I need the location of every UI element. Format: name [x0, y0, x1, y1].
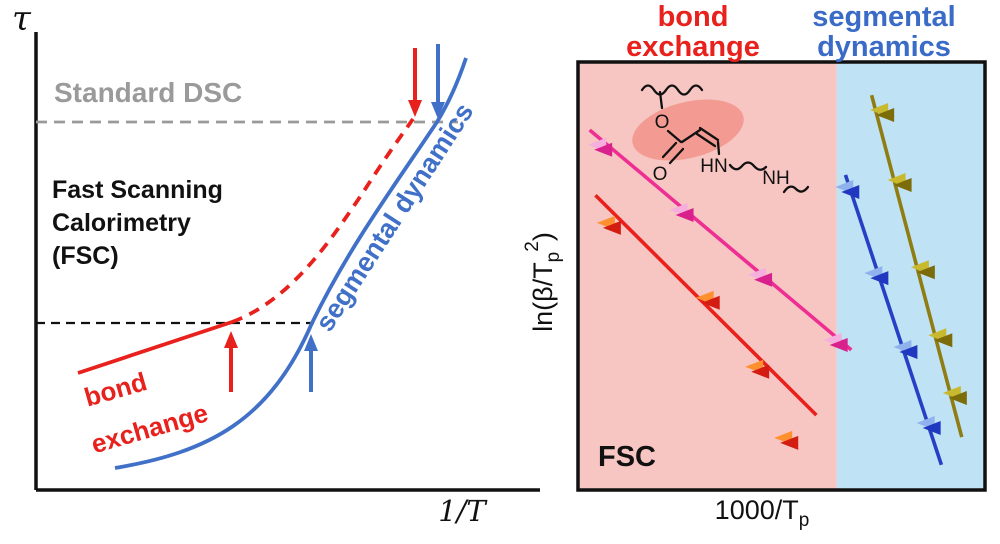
marker-3-0: [876, 107, 895, 122]
right-panel: O O HN NH FSC bond exchange segmental dy…: [522, 1, 987, 531]
chart-series: [588, 94, 967, 466]
marker-2-0: [841, 185, 860, 200]
hn-label: HN: [700, 156, 727, 177]
x-axis-label-pre: 1000/T: [715, 495, 799, 525]
tau-axis-label: τ: [12, 0, 32, 39]
vinyl-double-bond-1: [698, 126, 720, 142]
segmental-dynamics-curve: [114, 57, 468, 470]
bond-exchange-title-line2: exchange: [626, 31, 760, 63]
y-axis-label-sub: p: [543, 252, 564, 263]
marker-0-0: [594, 142, 613, 157]
red-down-arrow: [408, 48, 422, 117]
marker-2-2: [899, 344, 918, 359]
plot-border: [576, 60, 987, 492]
bond-exchange-solid-line: [77, 320, 233, 375]
fsc-label-line2: Calorimetry: [52, 209, 191, 237]
marker-1-3: [780, 435, 799, 450]
bond-backbone-to-o: [658, 90, 664, 110]
marker-2-1: [870, 271, 889, 286]
marker-3-1: [893, 178, 912, 193]
marker-1-2: [751, 364, 770, 379]
standard-dsc-label: Standard DSC: [54, 77, 242, 108]
x-axis-label: 1000/Tp: [715, 495, 810, 531]
carbonyl-double-bond-1: [661, 141, 678, 159]
fit-line-1: [594, 193, 818, 417]
marker-2-3: [922, 420, 941, 435]
bond-vinyl-to-hn: [716, 140, 721, 156]
blue-up-arrow: [304, 334, 318, 392]
marker-0-3: [829, 338, 848, 353]
blue-down-arrow: [431, 44, 445, 119]
marker-1-0: [602, 220, 621, 235]
bond-carbonyl-to-vinyl: [680, 128, 702, 144]
tail-squiggle: [782, 185, 810, 194]
carbonyl-double-bond-2: [668, 147, 685, 165]
marker-0-2: [754, 272, 773, 287]
y-axis-label-sup: 2: [522, 241, 543, 252]
ester-oxygen-label: O: [655, 112, 670, 133]
nh-label: NH: [762, 168, 789, 189]
y-axis-label: ln(β/Tp2): [522, 232, 564, 332]
vinyl-double-bond-2: [695, 132, 717, 148]
marker-3-2: [916, 265, 935, 280]
region-1: [836, 62, 985, 490]
fit-line-2: [843, 174, 944, 466]
fit-line-0: [588, 128, 853, 352]
segmental-dynamics-title-line1: segmental: [812, 1, 955, 33]
carbonyl-oxygen-label: O: [653, 164, 668, 185]
marker-0-1: [675, 208, 694, 223]
left-panel: τ 1/T Standard DSC Fast Scanning Calorim…: [12, 0, 540, 528]
molecular-structure: O O HN NH: [632, 84, 810, 194]
segmental-dynamics-title-line2: dynamics: [817, 31, 951, 63]
fsc-label-line1: Fast Scanning: [52, 176, 223, 204]
linker-squiggle: [728, 161, 768, 171]
y-axis-label-post: ): [528, 232, 558, 241]
marker-3-4: [948, 390, 967, 405]
marker-3-3: [934, 333, 953, 348]
bond-exchange-title-line1: bond: [658, 1, 729, 33]
fsc-annotation: FSC: [598, 441, 656, 473]
red-up-arrow: [224, 331, 238, 392]
bond-exchange-label-line1: bond: [81, 366, 150, 412]
y-axis-label-pre: ln(β/T: [528, 262, 558, 332]
bond-o-to-carbonyl: [666, 129, 683, 144]
segmental-dynamics-curve-label: segmental dynamics: [310, 98, 480, 337]
bond-exchange-dashed-curve: [231, 117, 415, 324]
chart-regions: [578, 62, 985, 490]
x-axis-label-sub: p: [799, 510, 810, 531]
polymer-backbone-squiggle: [640, 84, 704, 96]
inverse-temperature-axis-label: 1/T: [438, 494, 488, 528]
structure-highlight-blob: [632, 99, 744, 161]
marker-1-1: [701, 295, 720, 310]
fsc-label-line3: (FSC): [52, 242, 119, 270]
